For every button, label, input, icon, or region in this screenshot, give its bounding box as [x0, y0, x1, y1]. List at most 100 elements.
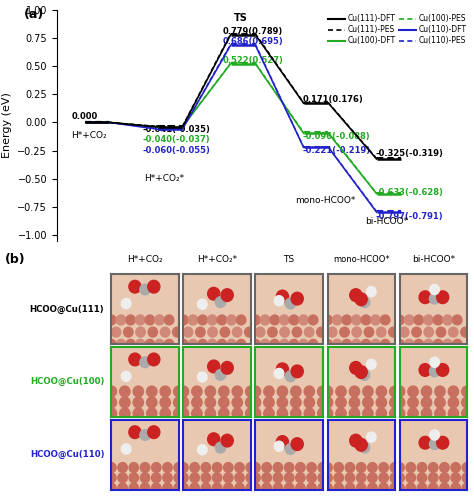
Circle shape [215, 442, 226, 453]
Circle shape [435, 397, 445, 408]
Circle shape [440, 473, 449, 483]
Text: -0.633(-0.628): -0.633(-0.628) [376, 188, 444, 197]
Circle shape [429, 293, 440, 304]
Circle shape [129, 353, 141, 366]
Circle shape [284, 483, 294, 493]
Circle shape [174, 463, 183, 472]
Circle shape [224, 463, 233, 472]
Circle shape [106, 386, 117, 397]
Circle shape [205, 386, 216, 397]
Circle shape [296, 463, 305, 472]
Circle shape [191, 397, 202, 408]
Text: H*+CO₂: H*+CO₂ [127, 255, 163, 264]
Circle shape [414, 315, 424, 325]
Circle shape [208, 327, 218, 337]
Circle shape [251, 463, 260, 472]
Circle shape [395, 463, 404, 472]
Circle shape [246, 408, 256, 419]
Circle shape [163, 473, 172, 483]
Circle shape [160, 397, 171, 408]
Circle shape [262, 483, 272, 493]
Circle shape [336, 408, 346, 419]
Circle shape [121, 371, 131, 381]
Circle shape [116, 315, 126, 325]
Circle shape [366, 287, 376, 297]
Circle shape [318, 463, 328, 472]
Circle shape [285, 443, 296, 454]
Circle shape [394, 386, 405, 397]
Circle shape [232, 386, 243, 397]
Circle shape [285, 371, 296, 382]
Circle shape [389, 327, 398, 337]
Text: 0.686(0.695): 0.686(0.695) [223, 37, 283, 46]
Circle shape [414, 339, 424, 349]
Circle shape [289, 315, 299, 325]
Circle shape [437, 436, 449, 449]
Circle shape [208, 433, 220, 445]
Circle shape [250, 408, 261, 419]
Circle shape [232, 327, 242, 337]
Circle shape [178, 408, 189, 419]
Circle shape [408, 397, 418, 408]
Circle shape [129, 280, 141, 293]
Circle shape [260, 339, 270, 349]
Circle shape [428, 473, 438, 483]
Circle shape [317, 327, 326, 337]
Circle shape [190, 473, 200, 483]
Circle shape [291, 292, 303, 305]
Circle shape [448, 327, 458, 337]
Circle shape [264, 386, 274, 397]
Circle shape [451, 463, 460, 472]
Circle shape [191, 386, 202, 397]
Circle shape [322, 397, 333, 408]
Circle shape [355, 438, 367, 451]
Circle shape [246, 397, 256, 408]
Circle shape [318, 473, 328, 483]
Circle shape [221, 362, 233, 374]
Circle shape [160, 408, 171, 419]
Circle shape [276, 363, 289, 375]
Circle shape [451, 473, 460, 483]
Circle shape [356, 473, 366, 483]
Circle shape [227, 339, 236, 349]
Circle shape [296, 473, 305, 483]
Text: 0.171(0.176): 0.171(0.176) [303, 95, 364, 104]
Circle shape [381, 315, 390, 325]
Circle shape [277, 408, 288, 419]
Circle shape [273, 463, 283, 472]
Circle shape [121, 444, 131, 454]
Circle shape [371, 339, 380, 349]
Circle shape [146, 397, 157, 408]
Circle shape [277, 386, 288, 397]
Circle shape [368, 463, 377, 472]
Circle shape [121, 299, 131, 309]
Circle shape [440, 483, 449, 493]
Circle shape [379, 483, 388, 493]
Circle shape [404, 315, 414, 325]
Circle shape [133, 408, 144, 419]
Circle shape [379, 463, 388, 472]
Circle shape [198, 445, 207, 455]
Circle shape [250, 397, 261, 408]
Circle shape [364, 327, 374, 337]
Circle shape [352, 339, 361, 349]
Circle shape [376, 408, 387, 419]
Circle shape [437, 291, 449, 304]
Circle shape [318, 386, 328, 397]
Text: H*+CO₂: H*+CO₂ [72, 131, 107, 140]
Circle shape [349, 386, 360, 397]
Circle shape [140, 463, 150, 472]
Circle shape [318, 483, 328, 493]
Circle shape [140, 357, 150, 368]
Circle shape [201, 483, 210, 493]
Circle shape [140, 430, 150, 440]
Circle shape [417, 483, 427, 493]
Circle shape [363, 397, 373, 408]
Circle shape [340, 327, 349, 337]
Circle shape [430, 284, 439, 295]
Circle shape [140, 473, 150, 483]
Text: H*+CO₂*: H*+CO₂* [145, 174, 184, 183]
Circle shape [152, 463, 161, 472]
Circle shape [406, 473, 416, 483]
Circle shape [219, 408, 229, 419]
